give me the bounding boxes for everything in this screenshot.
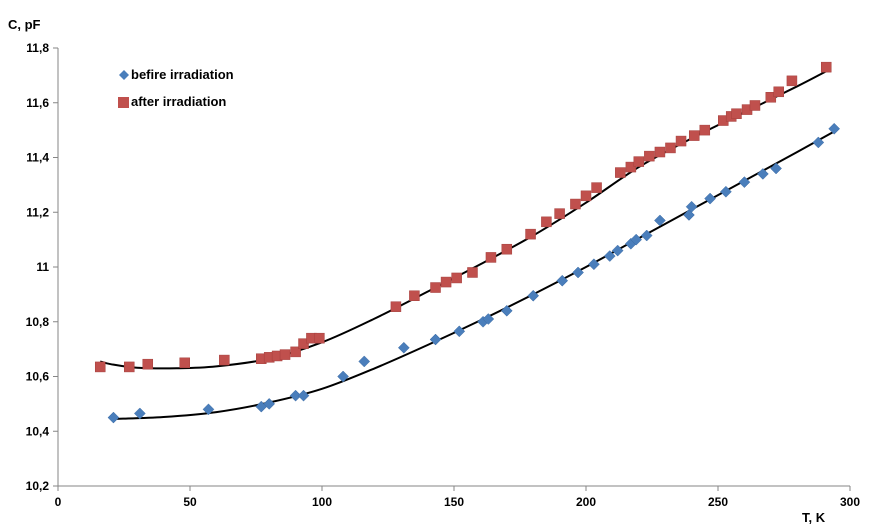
data-point-after — [820, 61, 832, 73]
data-point-after — [501, 243, 513, 255]
axes: 0 50 100 150 200 250 300 10,2 10,4 10,6 10,8 11 11,… — [26, 41, 861, 509]
data-point-before — [133, 407, 146, 420]
data-point-before — [828, 122, 841, 135]
data-point-after — [625, 161, 637, 173]
y-tick-label: 10,2 — [26, 479, 50, 493]
data-point-before — [263, 398, 276, 410]
y-tick-label: 10,4 — [26, 424, 50, 438]
x-tick-label: 200 — [576, 495, 596, 509]
data-point-before — [429, 333, 442, 346]
x-axis-ticks: 0 50 100 150 200 250 300 — [55, 486, 860, 509]
data-point-before — [704, 192, 716, 205]
data-point-before — [297, 389, 310, 402]
legend-marker-square — [118, 97, 129, 108]
data-point-after — [570, 198, 581, 210]
data-point-before — [527, 289, 540, 302]
legend-item-after: after irradiation — [118, 94, 226, 109]
y-axis-ticks: 10,2 10,4 10,6 10,8 11 11,2 11,4 11,6 11,8 — [26, 41, 58, 493]
y-tick-label: 11 — [36, 260, 49, 274]
x-tick-label: 0 — [55, 495, 62, 509]
data-point-after — [731, 108, 742, 119]
data-point-before — [289, 389, 302, 402]
legend-label-before: befire irradiation — [131, 67, 234, 82]
data-point-after — [541, 216, 552, 228]
legend-label-after: after irradiation — [131, 94, 226, 109]
data-point-before — [770, 162, 782, 175]
data-point-before — [654, 214, 666, 227]
y-tick-label: 10,6 — [26, 370, 50, 384]
data-point-after — [467, 267, 478, 278]
data-point-after — [688, 130, 700, 141]
x-tick-label: 250 — [708, 495, 728, 509]
data-point-after — [94, 361, 106, 373]
legend: befire irradiation after irradiation — [118, 67, 234, 109]
data-point-before — [603, 250, 616, 262]
data-point-after — [298, 338, 309, 349]
data-point-after — [179, 357, 190, 369]
y-axis-title: C, pF — [8, 17, 41, 32]
data-point-before — [630, 233, 643, 246]
data-point-after — [765, 92, 777, 103]
data-point-after — [554, 208, 565, 219]
data-point-after — [773, 86, 784, 98]
data-point-after — [615, 167, 626, 178]
legend-marker-diamond — [119, 70, 129, 80]
data-point-after — [644, 150, 655, 162]
data-point-before — [812, 136, 825, 149]
data-point-before — [611, 244, 624, 257]
x-tick-label: 100 — [312, 495, 332, 509]
data-point-after — [440, 276, 452, 288]
data-point-before — [337, 370, 349, 383]
data-point-after — [525, 228, 536, 240]
data-point-after — [665, 142, 676, 154]
y-tick-label: 11,4 — [26, 151, 49, 165]
data-point-before — [738, 176, 751, 188]
data-point-after — [699, 124, 711, 136]
data-point-after — [451, 272, 462, 284]
y-tick-label: 11,2 — [26, 205, 49, 219]
data-point-before — [572, 266, 584, 279]
data-point-after — [749, 100, 761, 111]
data-point-after — [390, 301, 402, 312]
data-point-before — [720, 185, 732, 198]
data-point-after — [290, 346, 301, 358]
data-point-before — [107, 411, 120, 424]
data-point-before — [640, 229, 653, 242]
data-point-after — [675, 135, 687, 147]
data-point-before — [588, 258, 600, 271]
data-point-after — [580, 190, 592, 202]
y-tick-label: 11,8 — [26, 41, 49, 55]
data-point-after — [633, 156, 645, 167]
data-point-before — [685, 200, 698, 213]
data-point-after — [786, 75, 798, 87]
data-point-after — [279, 349, 291, 360]
data-point-before — [453, 325, 466, 338]
data-point-after — [485, 252, 497, 263]
data-point-after — [654, 146, 666, 158]
trendline-after — [99, 70, 827, 370]
x-tick-label: 50 — [183, 495, 197, 509]
data-point-after — [314, 332, 325, 344]
data-point-before — [397, 341, 410, 354]
x-axis-title: T, K — [802, 510, 826, 524]
y-tick-label: 11,6 — [26, 96, 49, 110]
legend-item-before: befire irradiation — [119, 67, 234, 82]
data-point-after — [409, 290, 420, 301]
data-points — [94, 61, 841, 424]
data-point-before — [358, 355, 371, 368]
x-tick-label: 150 — [444, 495, 464, 509]
data-point-after — [142, 358, 154, 370]
data-point-after — [591, 182, 602, 193]
data-point-before — [757, 168, 769, 180]
data-point-after — [219, 354, 230, 366]
data-point-after — [430, 282, 441, 293]
x-tick-label: 300 — [840, 495, 860, 509]
y-tick-label: 10,8 — [26, 315, 50, 329]
data-point-before — [500, 304, 513, 317]
data-point-before — [556, 274, 569, 287]
data-point-after — [124, 361, 135, 373]
data-point-before — [202, 403, 215, 416]
data-point-before — [482, 313, 495, 325]
